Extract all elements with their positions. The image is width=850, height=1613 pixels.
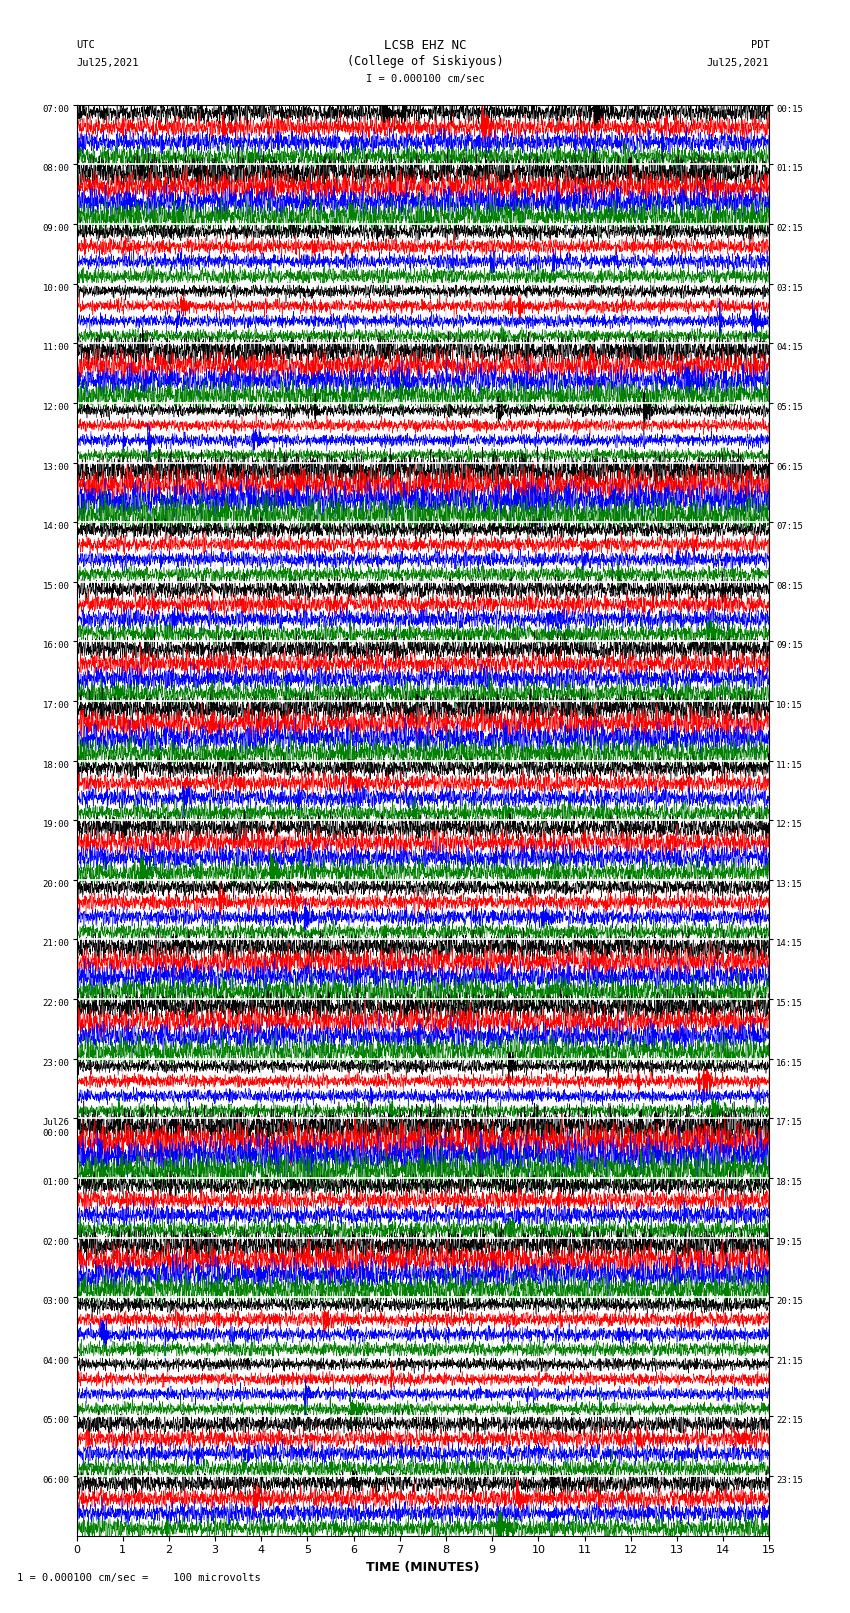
Text: Jul25,2021: Jul25,2021	[76, 58, 139, 68]
Text: LCSB EHZ NC: LCSB EHZ NC	[383, 39, 467, 52]
X-axis label: TIME (MINUTES): TIME (MINUTES)	[366, 1561, 479, 1574]
Text: 1 = 0.000100 cm/sec =    100 microvolts: 1 = 0.000100 cm/sec = 100 microvolts	[17, 1573, 261, 1582]
Text: Jul25,2021: Jul25,2021	[706, 58, 769, 68]
Text: PDT: PDT	[751, 40, 769, 50]
Text: UTC: UTC	[76, 40, 95, 50]
Text: (College of Siskiyous): (College of Siskiyous)	[347, 55, 503, 68]
Text: I = 0.000100 cm/sec: I = 0.000100 cm/sec	[366, 74, 484, 84]
